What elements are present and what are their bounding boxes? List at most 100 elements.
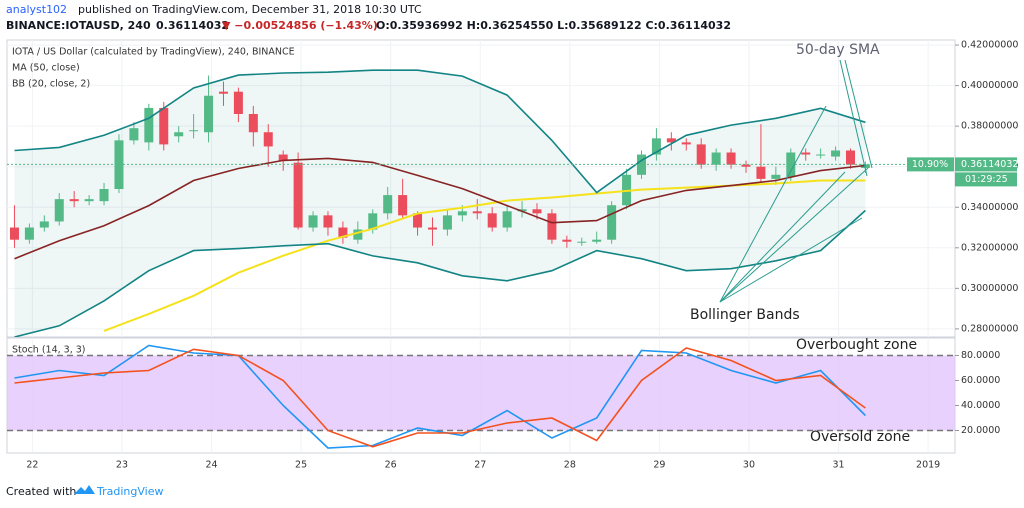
stoch-title: Stoch (14, 3, 3) xyxy=(12,345,86,356)
candle-body xyxy=(517,209,527,212)
oversold-annotation: Oversold zone xyxy=(810,429,910,445)
candle-body xyxy=(636,154,646,175)
candle-body xyxy=(577,241,587,243)
candle-body xyxy=(99,189,109,202)
candle-body xyxy=(666,138,676,143)
candle-body xyxy=(398,195,408,216)
candle-body xyxy=(323,215,333,228)
candle-body xyxy=(457,211,467,216)
y-tick-label: 0.28000000 xyxy=(961,323,1018,334)
candle-body xyxy=(592,239,602,242)
stoch-line xyxy=(14,347,866,448)
y-tick-label: 0.40000000 xyxy=(961,80,1018,91)
annotation-lines xyxy=(719,59,873,303)
candle-body xyxy=(487,213,497,228)
band-fill xyxy=(14,70,866,337)
main-frame xyxy=(6,39,956,338)
candle-body xyxy=(278,154,288,161)
author[interactable]: analyst102 xyxy=(6,3,67,16)
logo xyxy=(74,485,95,494)
candle-body xyxy=(174,132,184,137)
candle-body xyxy=(368,213,378,230)
candle-body xyxy=(651,138,661,155)
legend-entry: MA (50, close) xyxy=(12,63,80,74)
ohlc: O:0.35936992 H:0.36254550 L:0.35689122 C… xyxy=(376,19,731,32)
x-tick-label: 23 xyxy=(116,460,128,471)
price-box xyxy=(955,157,1017,172)
footer-created: Created with xyxy=(6,485,76,498)
change-label: 10.90% xyxy=(912,159,948,170)
y-tick-label: 40.0000 xyxy=(961,400,1000,411)
x-tick-label: 24 xyxy=(205,460,217,471)
candle-body xyxy=(562,239,572,242)
candle-body xyxy=(293,162,303,228)
candle-body xyxy=(39,221,49,228)
footer-brand[interactable]: TradingView xyxy=(96,485,163,498)
candle-body xyxy=(308,215,318,228)
bb-annotation: Bollinger Bands xyxy=(690,307,800,323)
candle-body xyxy=(547,213,557,240)
candle-body xyxy=(233,91,243,114)
candle-body xyxy=(442,215,452,230)
x-tick-label: 2019 xyxy=(916,460,940,471)
candle-body xyxy=(756,166,766,179)
candle-body xyxy=(54,199,64,222)
countdown-label: 01:29:25 xyxy=(965,174,1008,185)
candle-body xyxy=(502,211,512,228)
y-tick-label: 0.38000000 xyxy=(961,121,1018,132)
candle-body xyxy=(383,195,393,214)
x-tick-label: 30 xyxy=(743,460,755,471)
legend-entry: BB (20, close, 2) xyxy=(12,79,90,90)
sma-annotation: 50-day SMA xyxy=(796,42,880,58)
price: 0.36114032 xyxy=(156,19,229,32)
countdown-box xyxy=(955,172,1017,187)
price-label: 0.36114032 xyxy=(961,159,1018,170)
candle-body xyxy=(831,150,841,157)
x-tick-label: 22 xyxy=(26,460,38,471)
candle-body xyxy=(9,227,19,240)
candle-body xyxy=(726,152,736,165)
main-title: IOTA / US Dollar (calculated by TradingV… xyxy=(12,47,295,58)
candle-body xyxy=(159,107,169,145)
change: ▼ −0.00524856 (−1.43%) xyxy=(222,19,378,32)
change-box xyxy=(907,157,954,172)
candle-body xyxy=(607,205,617,240)
candle-body xyxy=(129,128,139,141)
candle-body xyxy=(741,164,751,167)
x-tick-label: 26 xyxy=(385,460,397,471)
candle-body xyxy=(204,95,214,133)
candle-body xyxy=(248,113,258,133)
candle-body xyxy=(786,152,796,177)
main-plot xyxy=(7,40,955,337)
candle-body xyxy=(472,211,482,214)
candle-body xyxy=(353,229,363,240)
candle-body xyxy=(144,107,154,143)
indicator-line xyxy=(14,209,866,337)
stoch-line xyxy=(14,344,866,449)
candle-body xyxy=(84,199,94,202)
y-tick-label: 0.32000000 xyxy=(961,242,1018,253)
candle-body xyxy=(845,150,855,165)
candle-body xyxy=(696,144,706,165)
candle-body xyxy=(338,227,348,238)
x-tick-label: 31 xyxy=(833,460,845,471)
candle-body xyxy=(681,142,691,145)
symbol: BINANCE:IOTAUSD, 240 xyxy=(6,19,151,32)
candle-body xyxy=(263,132,273,147)
candle-body xyxy=(69,199,79,202)
x-tick-label: 27 xyxy=(474,460,486,471)
candle-body xyxy=(711,152,721,165)
zone-fill xyxy=(7,355,955,431)
y-tick-label: 80.0000 xyxy=(961,350,1000,361)
y-tick-label: 20.0000 xyxy=(961,425,1000,436)
y-tick-label: 0.30000000 xyxy=(961,283,1018,294)
overbought-annotation: Overbought zone xyxy=(796,337,917,353)
stoch-plot xyxy=(7,338,955,453)
candle-body xyxy=(816,154,826,156)
candle-body xyxy=(532,209,542,214)
y-tick-label: 60.0000 xyxy=(961,375,1000,386)
candle-body xyxy=(189,130,199,132)
indicator-line xyxy=(14,69,866,194)
candle-body xyxy=(218,91,228,94)
candle-body xyxy=(801,152,811,155)
